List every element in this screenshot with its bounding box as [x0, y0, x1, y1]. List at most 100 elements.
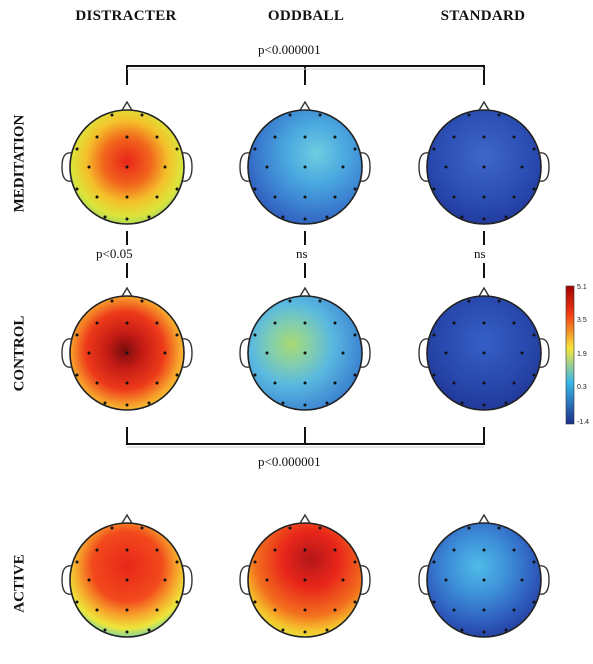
electrode-dot: [452, 195, 456, 199]
electrode-dot: [95, 608, 99, 612]
electrode-dot: [288, 526, 292, 530]
electrode-dot: [253, 333, 257, 337]
electrode-dot: [175, 373, 179, 377]
electrode-dot: [95, 321, 99, 325]
topomap-meditation-distracter: [61, 100, 193, 225]
electrode-dot: [175, 147, 179, 151]
electrode-dot: [95, 135, 99, 139]
electrode-dot: [460, 628, 464, 632]
electrode-dot: [163, 165, 167, 169]
electrode-dot: [520, 351, 524, 355]
electrode-dot: [110, 113, 114, 117]
electrode-dot: [155, 381, 159, 385]
electrode-dot: [432, 600, 436, 604]
electrode-dot: [95, 195, 99, 199]
electrode-dot: [125, 548, 129, 552]
electrode-dot: [253, 560, 257, 564]
electrode-dot: [175, 333, 179, 337]
electrode-dot: [353, 373, 357, 377]
electrode-dot: [353, 333, 357, 337]
col1-between-label: p<0.05: [96, 246, 133, 261]
right-ear: [181, 565, 193, 595]
electrode-dot: [125, 578, 129, 582]
right-ear: [359, 152, 371, 182]
electrode-dot: [318, 299, 322, 303]
electrode-dot: [482, 217, 486, 221]
electrode-dot: [452, 381, 456, 385]
electrode-dot: [125, 165, 129, 169]
right-ear: [181, 338, 193, 368]
electrode-dot: [318, 113, 322, 117]
electrode-dot: [432, 147, 436, 151]
electrode-dot: [532, 560, 536, 564]
electrode-dot: [353, 187, 357, 191]
electrode-dot: [303, 548, 307, 552]
electrode-dot: [353, 560, 357, 564]
left-ear: [61, 338, 73, 368]
electrode-dot: [75, 600, 79, 604]
electrode-dot: [140, 113, 144, 117]
electrode-dot: [265, 351, 269, 355]
electrode-dot: [155, 135, 159, 139]
colorbar-tick-label: 3.5: [577, 317, 587, 324]
electrode-dot: [504, 215, 508, 219]
electrode-dot: [303, 381, 307, 385]
left-ear: [418, 338, 430, 368]
left-ear: [239, 338, 251, 368]
electrode-dot: [303, 578, 307, 582]
colorbar: 5.1 3.5 1.9 0.3 -1.4: [565, 284, 589, 426]
electrode-dot: [125, 608, 129, 612]
electrode-dot: [75, 373, 79, 377]
electrode-dot: [288, 299, 292, 303]
electrode-dot: [520, 578, 524, 582]
electrode-dot: [125, 403, 129, 407]
electrode-dot: [504, 401, 508, 405]
electrode-dot: [452, 548, 456, 552]
electrode-dot: [303, 608, 307, 612]
electrode-dot: [288, 113, 292, 117]
electrode-dot: [87, 351, 91, 355]
electrode-dot: [303, 403, 307, 407]
col2-between-label: ns: [296, 246, 308, 261]
electrode-dot: [532, 373, 536, 377]
electrode-dot: [273, 195, 277, 199]
electrode-dot: [303, 630, 307, 634]
electrode-dot: [303, 195, 307, 199]
topomap-active-standard: [418, 513, 550, 638]
electrode-dot: [175, 560, 179, 564]
electrode-dot: [281, 628, 285, 632]
electrode-dot: [482, 548, 486, 552]
electrode-dot: [341, 351, 345, 355]
electrode-dot: [504, 628, 508, 632]
electrode-dot: [482, 578, 486, 582]
electrode-dot: [253, 373, 257, 377]
electrode-dot: [452, 135, 456, 139]
electrode-dot: [482, 165, 486, 169]
electrode-dot: [432, 373, 436, 377]
electrode-dot: [125, 135, 129, 139]
electrode-dot: [467, 113, 471, 117]
topomap-active-oddball: [239, 513, 371, 638]
electrode-dot: [103, 215, 107, 219]
colorbar-gradient: [565, 285, 575, 425]
column-header-standard: STANDARD: [440, 8, 526, 24]
topomap-meditation-oddball: [239, 100, 371, 225]
right-ear: [538, 338, 550, 368]
electrode-dot: [482, 381, 486, 385]
electrode-dot: [467, 299, 471, 303]
electrode-dot: [155, 548, 159, 552]
electrode-dot: [353, 600, 357, 604]
electrode-dot: [452, 321, 456, 325]
electrode-dot: [512, 381, 516, 385]
electrode-dot: [125, 351, 129, 355]
electrode-dot: [147, 401, 151, 405]
electrode-dot: [175, 600, 179, 604]
electrode-dot: [140, 299, 144, 303]
electrode-dot: [253, 187, 257, 191]
topomap-control-standard: [418, 286, 550, 411]
electrode-dot: [333, 548, 337, 552]
electrode-dot: [497, 299, 501, 303]
electrode-dot: [497, 526, 501, 530]
electrode-dot: [303, 321, 307, 325]
electrode-dot: [163, 351, 167, 355]
